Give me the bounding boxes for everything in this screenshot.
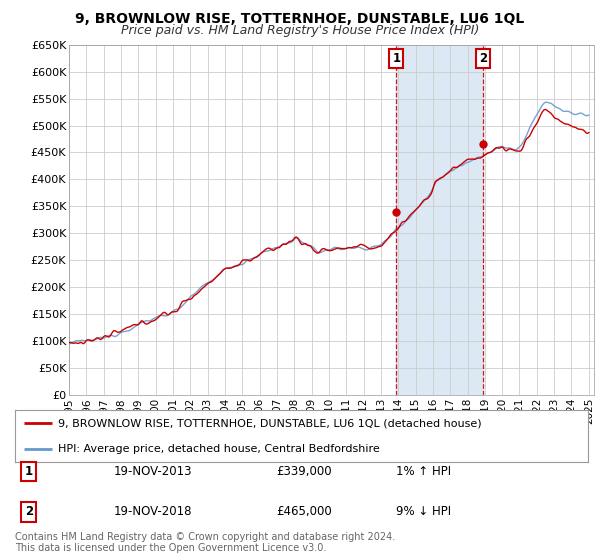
Text: Price paid vs. HM Land Registry's House Price Index (HPI): Price paid vs. HM Land Registry's House … xyxy=(121,24,479,37)
Text: 1: 1 xyxy=(25,465,33,478)
Text: 19-NOV-2018: 19-NOV-2018 xyxy=(114,505,193,519)
Text: 2: 2 xyxy=(479,52,487,65)
Text: 19-NOV-2013: 19-NOV-2013 xyxy=(114,465,193,478)
Text: £465,000: £465,000 xyxy=(276,505,332,519)
Bar xyxy=(397,45,483,395)
Text: 2: 2 xyxy=(25,505,33,519)
Text: Contains HM Land Registry data © Crown copyright and database right 2024.
This d: Contains HM Land Registry data © Crown c… xyxy=(15,531,395,553)
Text: 9% ↓ HPI: 9% ↓ HPI xyxy=(396,505,451,519)
Text: HPI: Average price, detached house, Central Bedfordshire: HPI: Average price, detached house, Cent… xyxy=(58,444,380,454)
Text: 1% ↑ HPI: 1% ↑ HPI xyxy=(396,465,451,478)
Text: £339,000: £339,000 xyxy=(276,465,332,478)
Text: 1: 1 xyxy=(392,52,400,65)
Text: 9, BROWNLOW RISE, TOTTERNHOE, DUNSTABLE, LU6 1QL: 9, BROWNLOW RISE, TOTTERNHOE, DUNSTABLE,… xyxy=(76,12,524,26)
Text: 9, BROWNLOW RISE, TOTTERNHOE, DUNSTABLE, LU6 1QL (detached house): 9, BROWNLOW RISE, TOTTERNHOE, DUNSTABLE,… xyxy=(58,418,482,428)
